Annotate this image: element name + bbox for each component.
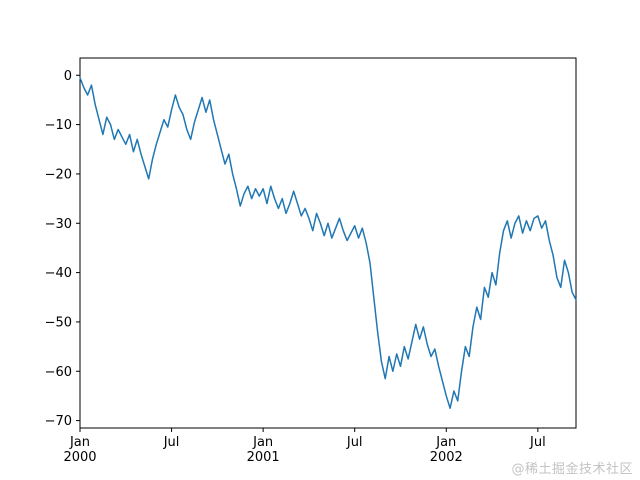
x-tick-year-label: 2002 — [430, 450, 463, 465]
x-tick-year-label: 2000 — [63, 450, 96, 465]
x-tick-label: Jul — [529, 435, 546, 450]
y-tick-label: −20 — [45, 167, 72, 182]
x-tick-label: Jan — [435, 435, 456, 450]
y-tick-label: −10 — [45, 118, 72, 133]
x-tick-label: Jul — [346, 435, 363, 450]
y-tick-label: 0 — [64, 69, 72, 84]
y-tick-label: −70 — [45, 414, 72, 429]
x-tick-year-label: 2001 — [247, 450, 280, 465]
y-tick-label: −60 — [45, 365, 72, 380]
y-tick-label: −40 — [45, 266, 72, 281]
y-tick-label: −50 — [45, 315, 72, 330]
y-tick-label: −30 — [45, 217, 72, 232]
line-series — [79, 76, 577, 410]
x-tick-label: Jan — [252, 435, 273, 450]
watermark-text: @稀土掘金技术社区 — [511, 462, 633, 477]
x-tick-label: Jul — [163, 435, 180, 450]
plot-area-frame — [79, 57, 577, 429]
x-tick-label: Jan — [69, 435, 90, 450]
